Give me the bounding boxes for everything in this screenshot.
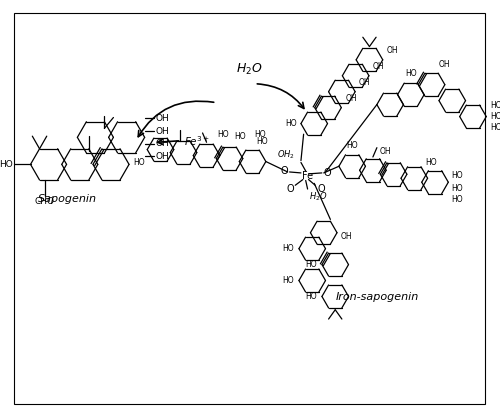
Text: Fe: Fe (302, 171, 313, 181)
Text: OH: OH (373, 62, 384, 71)
Text: O: O (280, 166, 287, 176)
Text: OH: OH (156, 114, 169, 123)
Text: Iron-sapogenin: Iron-sapogenin (336, 292, 419, 302)
Text: HO: HO (490, 101, 500, 111)
Text: HO: HO (451, 184, 462, 193)
Text: OH: OH (386, 46, 398, 55)
Text: HO: HO (451, 195, 462, 204)
Text: HO: HO (425, 158, 436, 167)
Text: HO: HO (451, 171, 462, 180)
Text: $H_2O$: $H_2O$ (236, 62, 263, 77)
Text: HO: HO (256, 137, 268, 146)
FancyArrowPatch shape (158, 139, 178, 144)
Text: HO: HO (405, 69, 416, 78)
Text: HO: HO (282, 244, 294, 253)
Text: OH: OH (438, 60, 450, 69)
Text: HO: HO (286, 119, 297, 128)
Text: HO: HO (346, 141, 358, 150)
Text: $Fe^{3+}$: $Fe^{3+}$ (184, 134, 210, 148)
Text: HO: HO (282, 276, 294, 285)
Text: OH: OH (156, 139, 169, 148)
FancyArrowPatch shape (257, 84, 304, 108)
Text: HO: HO (217, 130, 228, 139)
Text: OH: OH (156, 126, 169, 136)
Text: $OH_2$: $OH_2$ (277, 148, 295, 161)
Text: CHO: CHO (35, 197, 55, 206)
Text: $H_2O$: $H_2O$ (310, 191, 328, 203)
Text: OH: OH (341, 232, 352, 241)
FancyArrowPatch shape (138, 101, 214, 137)
Text: O: O (286, 184, 294, 194)
Text: HO: HO (254, 131, 266, 139)
Text: HO: HO (305, 292, 316, 301)
Text: OH: OH (346, 94, 357, 103)
Text: OH: OH (380, 147, 391, 156)
Text: HO: HO (490, 112, 500, 121)
Text: HO: HO (234, 132, 246, 141)
Text: OH: OH (359, 78, 370, 87)
Text: O: O (317, 184, 324, 194)
Text: HO: HO (133, 158, 144, 167)
Text: O: O (324, 168, 332, 178)
Text: HO: HO (0, 160, 12, 169)
Text: HO: HO (305, 260, 316, 269)
Text: OH: OH (156, 152, 169, 161)
Text: Sapogenin: Sapogenin (38, 194, 97, 204)
Text: HO: HO (490, 123, 500, 132)
